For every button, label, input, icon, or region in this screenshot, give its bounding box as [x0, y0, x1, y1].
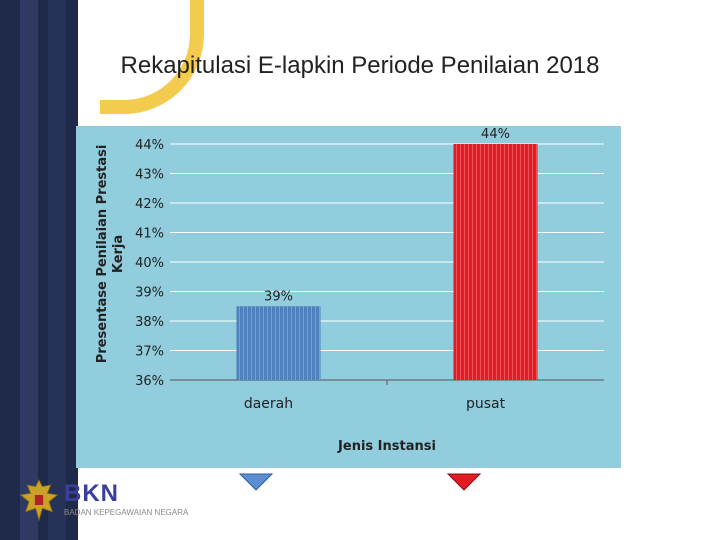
- y-tick-label: 43%: [135, 168, 164, 183]
- bar-pusat: [453, 144, 538, 380]
- y-axis-title-line: Kerja: [111, 235, 126, 273]
- chart-container: 36% 37% 38% 39% 40% 41% 42% 43% 44% 39% daerah 44% p…: [76, 126, 621, 468]
- bar-chart: 36% 37% 38% 39% 40% 41% 42% 43% 44% 39% daerah 44% p…: [76, 126, 621, 468]
- arrow-down-icon: [238, 473, 274, 491]
- arrow-down-icon: [446, 473, 482, 491]
- y-tick-label: 38%: [135, 315, 164, 330]
- x-tick-label: daerah: [244, 396, 293, 412]
- bar-daerah: [236, 306, 321, 380]
- y-tick-label: 42%: [135, 197, 164, 212]
- y-tick-label: 41%: [135, 227, 164, 242]
- y-axis-title-line: Presentase Penilaian Prestasi: [95, 145, 110, 364]
- x-tick-label: pusat: [466, 396, 506, 412]
- logo-subtitle: BADAN KEPEGAWAIAN NEGARA: [64, 508, 189, 517]
- left-decorative-band: [0, 0, 78, 540]
- data-label: 39%: [264, 289, 293, 304]
- y-tick-label: 36%: [135, 374, 164, 389]
- y-tick-label: 44%: [135, 138, 164, 153]
- y-tick-label: 37%: [135, 345, 164, 360]
- logo-text: BKN: [64, 480, 119, 507]
- y-tick-label: 40%: [135, 256, 164, 271]
- band-stripe: [20, 0, 38, 540]
- slide-title: Rekapitulasi E-lapkin Periode Penilaian …: [120, 52, 600, 79]
- garuda-emblem-icon: [19, 479, 59, 522]
- y-axis-title: Presentase Penilaian PrestasiKerja: [95, 145, 126, 364]
- band-stripe: [48, 0, 66, 540]
- y-tick-label: 39%: [135, 286, 164, 301]
- data-label: 44%: [481, 127, 510, 142]
- x-axis-title: Jenis Instansi: [337, 439, 436, 454]
